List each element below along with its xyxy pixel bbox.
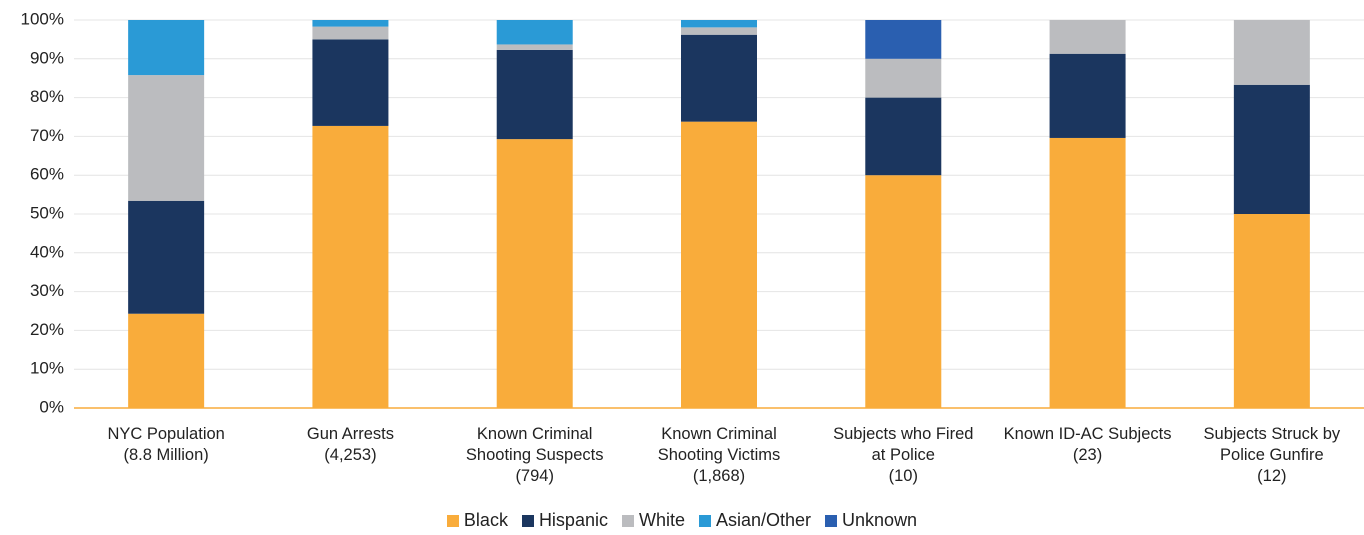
y-tick-label: 20%	[30, 320, 64, 339]
bar-segment	[1233, 214, 1310, 408]
y-tick-label: 90%	[30, 48, 64, 67]
legend-label: Black	[463, 510, 508, 530]
x-tick-label: Gun Arrests (4,253)	[306, 425, 394, 464]
x-tick-label: NYC Population (8.8 Million)	[107, 425, 225, 464]
bar-segment	[865, 20, 942, 59]
bar-segment	[312, 125, 389, 408]
bar-segment	[496, 44, 573, 50]
bar-segment	[1233, 20, 1310, 85]
legend-item: Hispanic	[521, 510, 608, 531]
legend-item: White	[621, 510, 685, 531]
x-tick-label: Subjects Struck by Police Gunfire (12)	[1203, 425, 1341, 485]
legend-label: Hispanic	[538, 510, 608, 530]
bar-segment	[496, 20, 573, 45]
y-tick-label: 30%	[30, 281, 64, 300]
bar-segment	[128, 313, 205, 408]
bar-segment	[681, 20, 757, 28]
y-tick-label: 10%	[30, 359, 64, 378]
bar-segment	[1233, 84, 1310, 215]
bar-segment	[865, 175, 942, 408]
bar-segment	[128, 200, 205, 314]
bar-segment	[312, 26, 389, 40]
x-tick-label: Known Criminal Shooting Victims (1,868)	[657, 425, 781, 485]
bar-segment	[312, 39, 389, 126]
bar-segment	[128, 20, 205, 76]
bar-segment	[865, 97, 942, 176]
y-tick-label: 0%	[39, 397, 64, 416]
bar-segment	[1049, 20, 1126, 54]
legend-item: Black	[446, 510, 508, 531]
y-tick-label: 100%	[21, 9, 64, 28]
x-tick-label: Known Criminal Shooting Suspects (794)	[465, 425, 604, 485]
legend-label: Asian/Other	[715, 510, 812, 530]
legend-swatch	[521, 514, 534, 527]
bar-segment	[681, 27, 757, 35]
legend-item: Asian/Other	[698, 510, 812, 531]
x-tick-label: Known ID-AC Subjects (23)	[1003, 425, 1172, 464]
bar-segment	[1049, 137, 1126, 408]
x-tick-label: Subjects who Fired at Police (10)	[833, 425, 974, 485]
bar-segment	[312, 20, 389, 27]
y-tick-label: 80%	[30, 87, 64, 106]
legend-item: Unknown	[825, 510, 917, 531]
bar-segment	[681, 121, 757, 408]
y-tick-label: 60%	[30, 165, 64, 184]
legend-swatch	[446, 514, 459, 527]
legend-swatch	[698, 514, 711, 527]
bar-segment	[681, 34, 757, 122]
y-tick-label: 50%	[30, 203, 64, 222]
bar-segment	[1049, 53, 1126, 138]
bar-segment	[496, 49, 573, 140]
legend-label: White	[638, 510, 685, 530]
legend-label: Unknown	[842, 510, 918, 530]
bar-segment	[865, 58, 942, 98]
y-tick-label: 40%	[30, 242, 64, 261]
legend-swatch	[621, 514, 634, 527]
bar-segment	[128, 75, 205, 201]
y-tick-label: 70%	[30, 126, 64, 145]
legend-swatch	[825, 514, 838, 527]
bar-segment	[496, 139, 573, 408]
legend: Black Hispanic White Asian/Other Unknown	[0, 510, 1364, 531]
chart: 0% 10% 20% 30% 40% 50% 60% 70% 80% 90% 100%	[21, 9, 1364, 416]
